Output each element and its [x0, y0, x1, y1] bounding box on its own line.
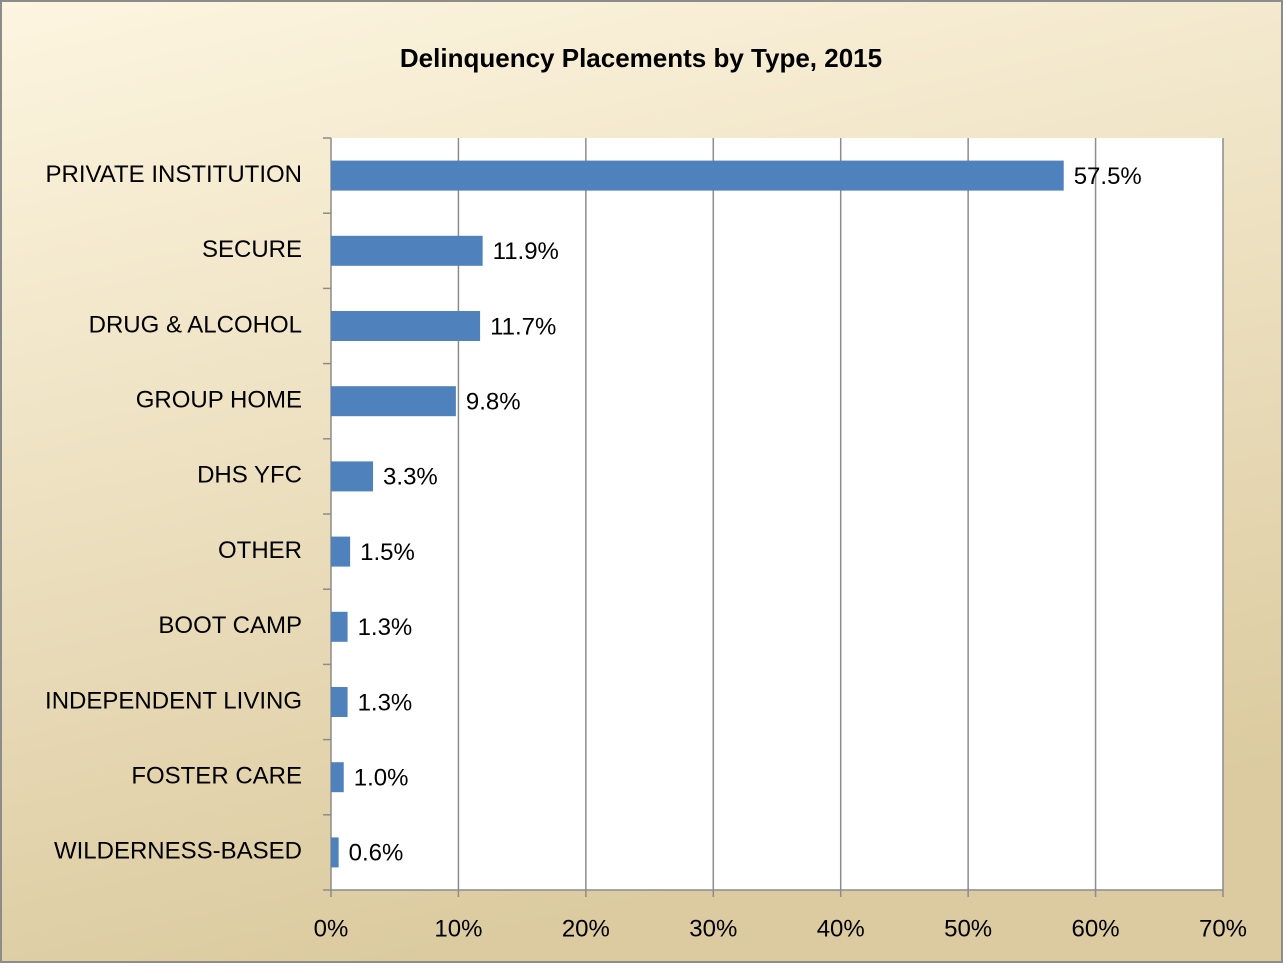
data-label: 1.3% [358, 689, 413, 716]
y-tick-label: GROUP HOME [136, 387, 302, 414]
chart-title: Delinquency Placements by Type, 2015 [400, 43, 882, 73]
data-label: 11.9% [493, 238, 559, 265]
y-tick-label: INDEPENDENT LIVING [45, 687, 302, 714]
y-tick-label: DHS YFC [197, 462, 302, 489]
y-tick-label: PRIVATE INSTITUTION [46, 161, 302, 188]
bar [331, 461, 374, 492]
bar [331, 762, 344, 793]
bar [331, 611, 348, 642]
bar [331, 837, 339, 868]
y-tick-label: BOOT CAMP [158, 612, 302, 639]
data-label: 0.6% [349, 840, 404, 867]
y-tick-label: WILDERNESS-BASED [54, 838, 302, 865]
bar [331, 311, 481, 341]
bar [331, 160, 1064, 191]
y-tick-label: OTHER [218, 537, 302, 564]
y-tick-label: DRUG & ALCOHOL [89, 311, 302, 338]
bar [331, 536, 351, 567]
x-tick-label: 50% [944, 915, 992, 942]
bar [331, 687, 348, 717]
data-label: 1.0% [354, 765, 409, 792]
x-tick-label: 70% [1199, 915, 1247, 942]
x-tick-label: 10% [434, 915, 482, 942]
data-label: 9.8% [466, 389, 521, 416]
data-label: 11.7% [490, 313, 556, 340]
x-tick-label: 40% [817, 915, 865, 942]
x-tick-label: 60% [1072, 915, 1120, 942]
data-label: 57.5% [1074, 163, 1142, 190]
y-tick-label: FOSTER CARE [131, 763, 302, 790]
data-label: 1.5% [360, 539, 415, 566]
x-tick-label: 20% [562, 915, 610, 942]
y-tick-label: SECURE [202, 236, 302, 263]
data-label: 1.3% [358, 614, 413, 641]
bar [331, 235, 483, 266]
x-tick-label: 0% [314, 915, 349, 942]
bar [331, 386, 456, 417]
x-tick-label: 30% [689, 915, 737, 942]
data-label: 3.3% [383, 464, 438, 491]
